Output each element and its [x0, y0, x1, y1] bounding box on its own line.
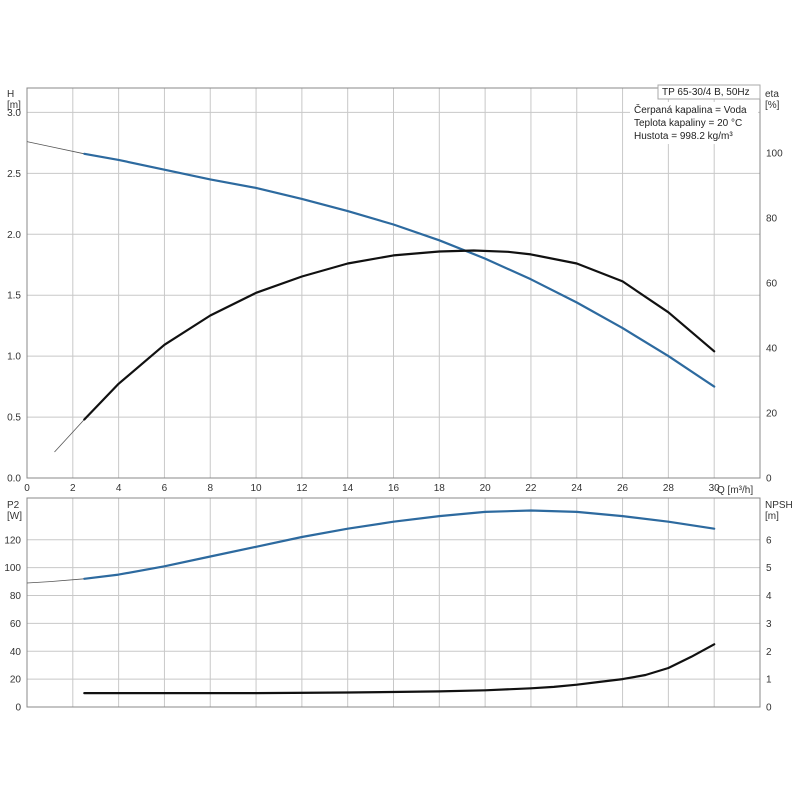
left-tick-label: 80	[10, 591, 22, 602]
right-tick-label: 20	[766, 409, 778, 420]
x-tick-label: 24	[571, 483, 583, 494]
x-tick-label: 22	[525, 483, 537, 494]
x-tick-label: 18	[434, 483, 446, 494]
info-text-background	[630, 102, 758, 144]
left-tick-label: 2.0	[7, 230, 21, 241]
bottom-right-axis-label: NPSH	[765, 500, 793, 511]
x-tick-label: 10	[251, 483, 263, 494]
left-tick-label: 100	[4, 563, 21, 574]
top-right-axis-unit: [%]	[765, 100, 780, 111]
left-tick-label: 120	[4, 535, 21, 546]
bottom-left-axis-label: P2	[7, 500, 20, 511]
right-tick-label: 80	[766, 214, 778, 225]
x-tick-label: 20	[480, 483, 492, 494]
left-tick-label: 2.5	[7, 169, 21, 180]
right-tick-label: 5	[766, 563, 772, 574]
left-tick-label: 1.5	[7, 291, 21, 302]
series-line-left	[83, 152, 716, 388]
left-tick-label: 0.5	[7, 413, 21, 424]
right-tick-label: 60	[766, 279, 778, 290]
left-tick-label: 0.0	[7, 474, 21, 485]
x-tick-label: 6	[162, 483, 168, 494]
info-title-box	[657, 84, 761, 100]
series-extension-line	[54, 419, 85, 453]
bottom-left-axis-unit: [W]	[7, 511, 22, 522]
right-tick-label: 2	[766, 647, 772, 658]
top-right-axis-label: eta	[765, 89, 779, 100]
x-tick-label: 30	[709, 483, 721, 494]
top-left-axis-unit: [m]	[7, 100, 21, 111]
plot-frame	[26, 87, 761, 479]
x-tick-label: 2	[70, 483, 76, 494]
info-box: TP 65-30/4 B, 50Hz Čerpaná kapalina = Vo…	[630, 84, 761, 144]
bottom-chart-p2-npsh: 0 20 40 60 80 100 120 0 1 2 3 4 5 6	[4, 497, 772, 714]
right-tick-label: 3	[766, 619, 772, 630]
right-tick-label: 0	[766, 703, 772, 714]
left-tick-label: 0	[15, 703, 21, 714]
series-extension-line	[26, 578, 85, 584]
x-tick-label: 14	[342, 483, 354, 494]
right-tick-label: 1	[766, 675, 772, 686]
series-extension-line	[26, 141, 85, 155]
x-tick-label: 0	[24, 483, 30, 494]
bottom-right-axis-unit: [m]	[765, 511, 779, 522]
left-tick-label: 3.0	[7, 108, 21, 119]
series-line-left	[83, 509, 716, 580]
x-tick-label: 28	[663, 483, 675, 494]
x-tick-label: 4	[116, 483, 122, 494]
x-axis-unit: Q [m³/h]	[717, 485, 753, 496]
series-line-right	[83, 249, 716, 421]
info-density: Hustota = 998.2 kg/m³	[634, 131, 733, 142]
x-tick-label: 26	[617, 483, 629, 494]
right-tick-label: 100	[766, 149, 783, 160]
left-tick-label: 60	[10, 619, 22, 630]
x-tick-label: 8	[207, 483, 213, 494]
info-liquid: Čerpaná kapalina = Voda	[634, 103, 747, 116]
left-tick-label: 40	[10, 647, 22, 658]
x-tick-label: 12	[296, 483, 308, 494]
left-tick-label: 20	[10, 675, 22, 686]
series-line-right	[83, 643, 716, 695]
right-tick-label: 6	[766, 535, 772, 546]
right-tick-label: 0	[766, 474, 772, 485]
right-tick-label: 40	[766, 344, 778, 355]
right-tick-label: 4	[766, 591, 772, 602]
x-tick-label: 16	[388, 483, 400, 494]
info-title: TP 65-30/4 B, 50Hz	[662, 87, 750, 98]
info-temperature: Teplota kapaliny = 20 °C	[634, 118, 742, 129]
left-tick-label: 1.0	[7, 352, 21, 363]
plot-frame	[26, 497, 761, 708]
top-left-axis-label: H	[7, 89, 14, 100]
